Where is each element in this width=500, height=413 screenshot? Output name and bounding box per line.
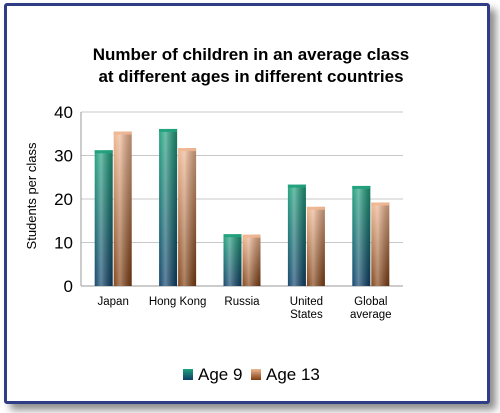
bar-age-13 xyxy=(113,131,132,286)
category-label: Global xyxy=(354,296,387,308)
bar-chart: Number of children in an average class a… xyxy=(24,45,410,384)
bar-age-9 xyxy=(94,150,113,286)
legend-label: Age 13 xyxy=(266,365,320,384)
category-label: States xyxy=(290,309,323,321)
bars xyxy=(94,128,390,286)
category-label: Hong Kong xyxy=(149,296,207,308)
bar-age-9 xyxy=(159,128,178,286)
category-label: Japan xyxy=(98,296,129,308)
legend-label: Age 9 xyxy=(198,365,242,384)
bar-age-9 xyxy=(352,185,371,286)
legend: Age 9 Age 13 xyxy=(183,365,320,384)
y-tick-labels: 0 10 20 30 40 xyxy=(54,103,73,296)
y-tick-label: 10 xyxy=(54,234,73,253)
y-tick-label: 0 xyxy=(64,277,73,296)
y-tick-label: 20 xyxy=(54,190,73,209)
y-tick-label: 40 xyxy=(54,103,73,122)
bar-age-9 xyxy=(287,184,306,286)
category-label: Russia xyxy=(224,296,260,308)
gridlines xyxy=(80,111,403,287)
chart-title-line-2: at different ages in different countries xyxy=(98,67,403,86)
y-axis-title: Students per class xyxy=(24,142,39,249)
bar-age-13 xyxy=(371,202,390,286)
category-label: United xyxy=(290,296,323,308)
category-label: average xyxy=(350,309,392,321)
legend-swatch xyxy=(183,369,193,380)
bar-age-13 xyxy=(178,148,197,286)
chart-frame: Number of children in an average class a… xyxy=(4,3,490,404)
bar-age-13 xyxy=(242,234,261,286)
bar-age-13 xyxy=(306,206,325,286)
chart-title-line-1: Number of children in an average class xyxy=(93,45,410,64)
y-tick-label: 30 xyxy=(54,147,73,166)
legend-swatch xyxy=(251,369,261,380)
bar-age-9 xyxy=(223,234,242,286)
